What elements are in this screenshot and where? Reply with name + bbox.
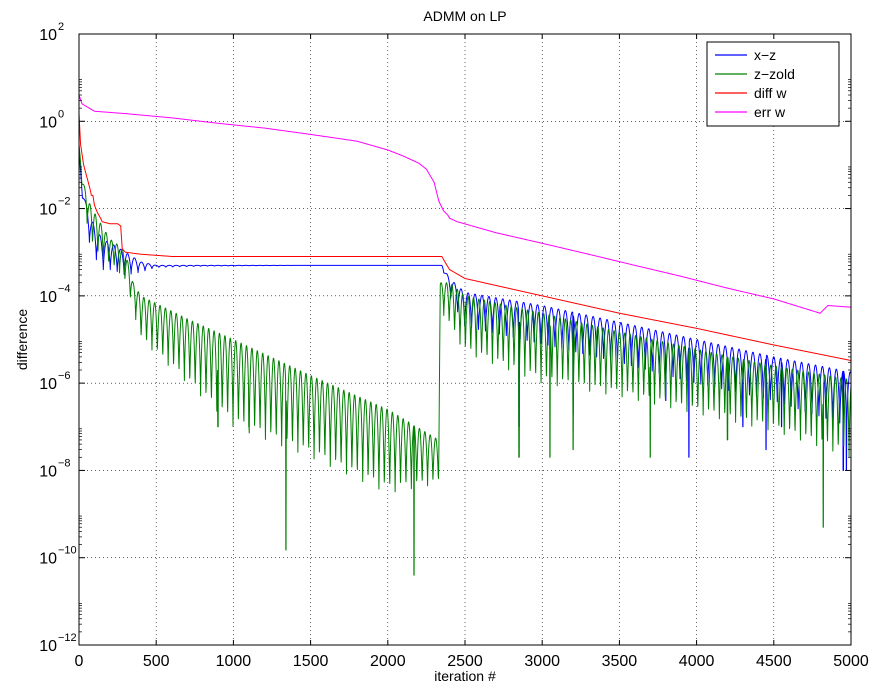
y-tick-label-base: 10 bbox=[39, 463, 57, 480]
legend-label-0: x−z bbox=[754, 47, 776, 63]
x-tick-label: 0 bbox=[75, 653, 84, 670]
y-tick-label-exponent: −6 bbox=[58, 370, 71, 382]
y-tick-label-exponent: −4 bbox=[58, 283, 71, 295]
x-tick-label: 4500 bbox=[756, 653, 792, 670]
x-tick-label: 4000 bbox=[679, 653, 715, 670]
x-tick-label: 2000 bbox=[370, 653, 406, 670]
legend: x−z z−zold diff w err w bbox=[707, 42, 839, 126]
y-tick-label-base: 10 bbox=[39, 27, 57, 44]
legend-label-1: z−zold bbox=[754, 66, 795, 82]
chart-title: ADMM on LP bbox=[423, 8, 506, 24]
x-tick-label: 5000 bbox=[833, 653, 869, 670]
y-tick-label-exponent: −8 bbox=[58, 457, 71, 469]
x-tick-label: 1000 bbox=[216, 653, 252, 670]
x-tick-label: 3000 bbox=[524, 653, 560, 670]
y-tick-label-exponent: 2 bbox=[58, 21, 64, 33]
y-tick-label-base: 10 bbox=[39, 114, 57, 131]
y-tick-label-base: 10 bbox=[39, 551, 57, 568]
y-axis-label: difference bbox=[14, 309, 30, 370]
y-tick-label-base: 10 bbox=[39, 289, 57, 306]
y-tick-label-exponent: −2 bbox=[58, 196, 71, 208]
y-tick-label-base: 10 bbox=[39, 638, 57, 655]
x-tick-label: 1500 bbox=[293, 653, 329, 670]
y-tick-label-base: 10 bbox=[39, 202, 57, 219]
y-tick-label-base: 10 bbox=[39, 376, 57, 393]
legend-label-3: err w bbox=[754, 104, 786, 120]
y-tick-label-exponent: −12 bbox=[58, 632, 77, 644]
x-axis-label: iteration # bbox=[434, 668, 496, 684]
y-tick-label-exponent: 0 bbox=[58, 108, 64, 120]
x-tick-label: 500 bbox=[143, 653, 170, 670]
legend-label-2: diff w bbox=[754, 85, 787, 101]
y-tick-label-exponent: −10 bbox=[58, 545, 77, 557]
x-tick-label: 3500 bbox=[602, 653, 638, 670]
